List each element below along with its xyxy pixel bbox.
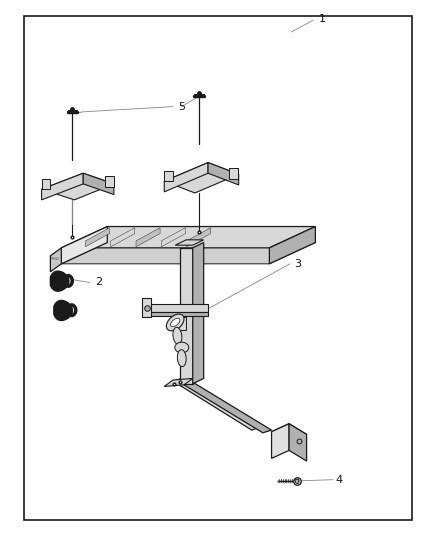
Polygon shape (164, 171, 173, 181)
Polygon shape (61, 227, 315, 248)
Polygon shape (208, 163, 239, 185)
Polygon shape (161, 228, 185, 247)
Polygon shape (85, 228, 110, 247)
Polygon shape (50, 248, 61, 272)
Polygon shape (42, 173, 114, 200)
Polygon shape (61, 227, 107, 264)
Polygon shape (164, 163, 239, 193)
Polygon shape (145, 304, 208, 312)
Text: 1: 1 (318, 14, 325, 23)
Polygon shape (272, 424, 289, 458)
Polygon shape (229, 168, 238, 179)
Polygon shape (177, 350, 186, 367)
Polygon shape (105, 176, 114, 187)
Polygon shape (136, 228, 160, 247)
Text: 4: 4 (336, 475, 343, 484)
Polygon shape (184, 382, 272, 433)
Polygon shape (83, 173, 114, 195)
Polygon shape (111, 228, 135, 247)
Polygon shape (42, 173, 83, 200)
Polygon shape (289, 424, 307, 461)
Polygon shape (187, 228, 211, 247)
Polygon shape (173, 327, 182, 344)
Polygon shape (170, 318, 180, 327)
Polygon shape (54, 301, 72, 320)
Polygon shape (193, 243, 204, 384)
Polygon shape (175, 342, 189, 353)
Polygon shape (166, 314, 184, 331)
Polygon shape (272, 424, 307, 442)
Polygon shape (175, 240, 204, 245)
Text: 5: 5 (178, 102, 185, 111)
Polygon shape (180, 248, 193, 384)
Polygon shape (164, 378, 193, 386)
Polygon shape (171, 317, 186, 330)
Polygon shape (142, 298, 151, 317)
Polygon shape (164, 163, 208, 192)
Polygon shape (173, 378, 261, 430)
Text: 2: 2 (95, 278, 102, 287)
Polygon shape (50, 271, 69, 291)
Text: THULE: THULE (51, 256, 60, 261)
Polygon shape (145, 312, 208, 316)
Polygon shape (61, 243, 315, 264)
Text: 3: 3 (294, 259, 301, 269)
Polygon shape (42, 179, 50, 189)
Polygon shape (269, 227, 315, 264)
Bar (24, 16, 412, 520)
